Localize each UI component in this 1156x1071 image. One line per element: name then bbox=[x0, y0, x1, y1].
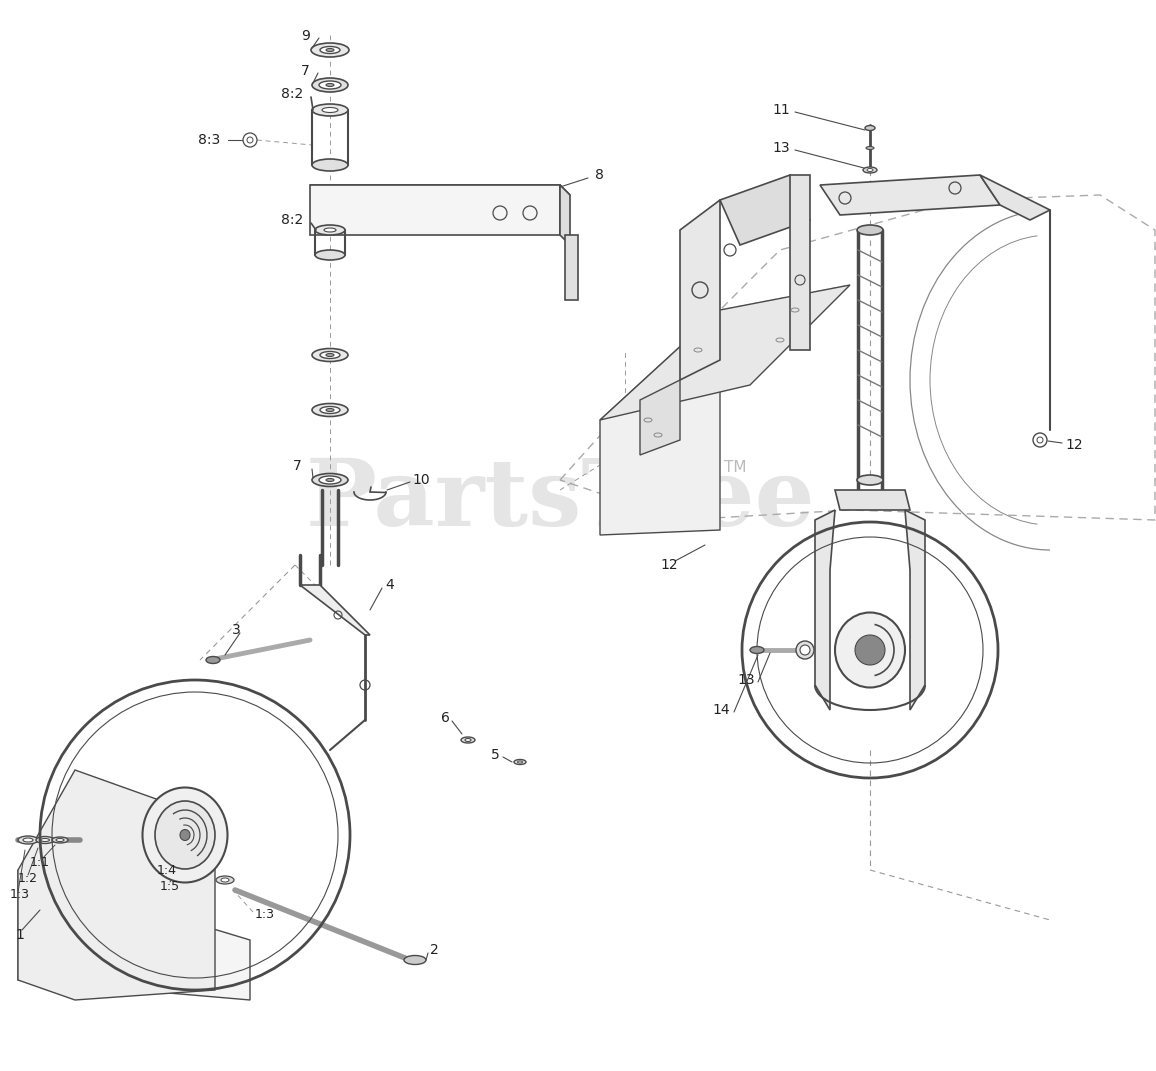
Polygon shape bbox=[310, 185, 570, 195]
Ellipse shape bbox=[867, 168, 873, 171]
Ellipse shape bbox=[319, 476, 341, 484]
Text: 12: 12 bbox=[660, 558, 677, 572]
Ellipse shape bbox=[326, 408, 334, 411]
Ellipse shape bbox=[324, 228, 336, 232]
Ellipse shape bbox=[312, 104, 348, 116]
Ellipse shape bbox=[155, 801, 215, 869]
Text: 8:2: 8:2 bbox=[281, 87, 303, 101]
Text: 8: 8 bbox=[595, 168, 603, 182]
Ellipse shape bbox=[312, 348, 348, 362]
Ellipse shape bbox=[865, 125, 875, 131]
Polygon shape bbox=[560, 185, 570, 245]
Ellipse shape bbox=[518, 761, 523, 763]
Text: 5: 5 bbox=[491, 748, 501, 761]
Polygon shape bbox=[640, 380, 680, 455]
Ellipse shape bbox=[216, 876, 234, 884]
Text: 13: 13 bbox=[772, 141, 790, 155]
Ellipse shape bbox=[55, 839, 64, 842]
Ellipse shape bbox=[142, 787, 228, 883]
Ellipse shape bbox=[864, 167, 877, 174]
Ellipse shape bbox=[461, 737, 475, 743]
Ellipse shape bbox=[403, 955, 427, 965]
Text: 1: 1 bbox=[15, 927, 24, 942]
Polygon shape bbox=[18, 770, 215, 1000]
Ellipse shape bbox=[314, 225, 344, 235]
Text: 12: 12 bbox=[1065, 438, 1083, 452]
Text: 3: 3 bbox=[232, 623, 240, 637]
Ellipse shape bbox=[796, 642, 814, 659]
Ellipse shape bbox=[221, 878, 229, 883]
Polygon shape bbox=[790, 175, 810, 350]
Ellipse shape bbox=[312, 404, 348, 417]
Ellipse shape bbox=[320, 407, 340, 413]
Ellipse shape bbox=[206, 657, 220, 664]
Ellipse shape bbox=[312, 78, 348, 92]
Text: 1:4: 1:4 bbox=[157, 863, 177, 876]
Polygon shape bbox=[980, 175, 1050, 220]
Text: 13: 13 bbox=[738, 673, 755, 687]
Ellipse shape bbox=[800, 645, 810, 655]
Text: 7: 7 bbox=[294, 459, 302, 473]
Text: 11: 11 bbox=[772, 103, 790, 117]
Ellipse shape bbox=[312, 473, 348, 486]
Ellipse shape bbox=[320, 46, 340, 54]
Text: TM: TM bbox=[724, 461, 747, 476]
Ellipse shape bbox=[866, 147, 874, 150]
Ellipse shape bbox=[40, 839, 50, 842]
Ellipse shape bbox=[514, 759, 526, 765]
Polygon shape bbox=[301, 585, 370, 635]
Text: 2: 2 bbox=[430, 942, 439, 957]
Text: 8:3: 8:3 bbox=[198, 133, 220, 147]
Ellipse shape bbox=[750, 647, 764, 653]
Ellipse shape bbox=[326, 84, 334, 87]
Polygon shape bbox=[720, 175, 810, 245]
Ellipse shape bbox=[319, 81, 341, 89]
Circle shape bbox=[855, 635, 885, 665]
Ellipse shape bbox=[465, 739, 470, 741]
Ellipse shape bbox=[36, 836, 54, 844]
Polygon shape bbox=[680, 200, 720, 380]
Ellipse shape bbox=[23, 838, 34, 842]
Text: 1:3: 1:3 bbox=[10, 889, 30, 902]
Text: 4: 4 bbox=[385, 578, 394, 592]
Ellipse shape bbox=[857, 476, 883, 485]
Ellipse shape bbox=[326, 479, 334, 482]
Polygon shape bbox=[815, 510, 835, 710]
Text: PartsTree: PartsTree bbox=[305, 455, 815, 545]
Polygon shape bbox=[905, 510, 925, 710]
Ellipse shape bbox=[314, 250, 344, 260]
Text: 6: 6 bbox=[442, 711, 450, 725]
Text: 7: 7 bbox=[302, 64, 310, 78]
Text: 8:2: 8:2 bbox=[281, 213, 303, 227]
Ellipse shape bbox=[52, 838, 68, 843]
Polygon shape bbox=[600, 285, 850, 420]
Polygon shape bbox=[310, 185, 560, 235]
Polygon shape bbox=[565, 235, 578, 300]
Ellipse shape bbox=[323, 107, 338, 112]
Ellipse shape bbox=[180, 830, 190, 841]
Polygon shape bbox=[18, 870, 250, 1000]
Ellipse shape bbox=[835, 613, 905, 688]
Ellipse shape bbox=[320, 351, 340, 359]
Ellipse shape bbox=[312, 159, 348, 171]
Text: 1:1: 1:1 bbox=[30, 856, 50, 869]
Text: 1:3: 1:3 bbox=[255, 908, 275, 921]
Polygon shape bbox=[600, 310, 720, 536]
Polygon shape bbox=[820, 175, 1000, 215]
Ellipse shape bbox=[18, 836, 38, 844]
Text: 1:2: 1:2 bbox=[18, 872, 38, 885]
Ellipse shape bbox=[326, 48, 334, 51]
Text: 14: 14 bbox=[712, 703, 729, 716]
Ellipse shape bbox=[311, 43, 349, 57]
Ellipse shape bbox=[326, 353, 334, 357]
Polygon shape bbox=[835, 491, 910, 510]
Text: 1:5: 1:5 bbox=[160, 880, 180, 893]
Text: 9: 9 bbox=[301, 29, 310, 43]
Text: 10: 10 bbox=[412, 473, 430, 487]
Ellipse shape bbox=[857, 225, 883, 235]
